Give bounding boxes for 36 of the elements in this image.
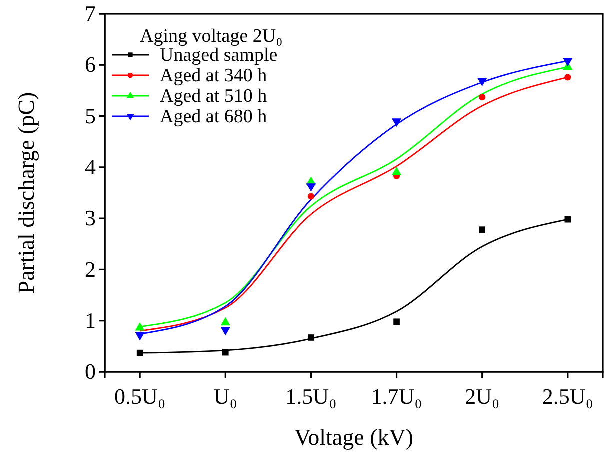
x-tick-label: 2.5U₀ xyxy=(542,384,594,410)
point xyxy=(564,216,572,223)
point xyxy=(306,184,316,192)
x-axis-title: Voltage (kV) xyxy=(294,425,414,450)
legend-label: Aged at 340 h xyxy=(160,66,268,86)
x-tick-label: 0.5U₀ xyxy=(114,384,166,410)
legend-label: Aged at 510 h xyxy=(160,86,268,107)
point xyxy=(308,193,315,200)
x-tick-label: 1.7U₀ xyxy=(371,384,422,410)
point xyxy=(308,334,314,341)
y-axis-title: Partial discharge (pC) xyxy=(14,92,39,294)
y-tick-label: 1 xyxy=(85,308,96,333)
point xyxy=(392,118,402,127)
y-tick-label: 5 xyxy=(85,103,96,128)
point xyxy=(564,74,572,81)
y-tick-label: 0 xyxy=(85,359,96,384)
x-tick-label: 1.5U₀ xyxy=(286,384,337,410)
point xyxy=(136,350,144,356)
legend-title: Aging voltage 2U₀ xyxy=(140,26,283,47)
y-tick-label: 6 xyxy=(85,52,96,78)
point xyxy=(222,349,229,356)
point xyxy=(479,94,486,101)
point xyxy=(479,226,486,233)
y-tick-label: 7 xyxy=(85,1,96,26)
x-tick-label: 2U₀ xyxy=(465,384,500,410)
y-tick-label: 3 xyxy=(85,206,96,231)
legend-label: Unaged sample xyxy=(160,45,278,66)
point xyxy=(220,317,230,326)
x-tick-label: U₀ xyxy=(214,384,238,410)
point xyxy=(394,318,400,326)
y-tick-label: 4 xyxy=(85,154,96,180)
point xyxy=(135,322,145,331)
point xyxy=(563,58,573,67)
point xyxy=(478,78,488,87)
legend-label: Aged at 680 h xyxy=(160,106,268,128)
y-tick-label: 2 xyxy=(85,256,96,282)
